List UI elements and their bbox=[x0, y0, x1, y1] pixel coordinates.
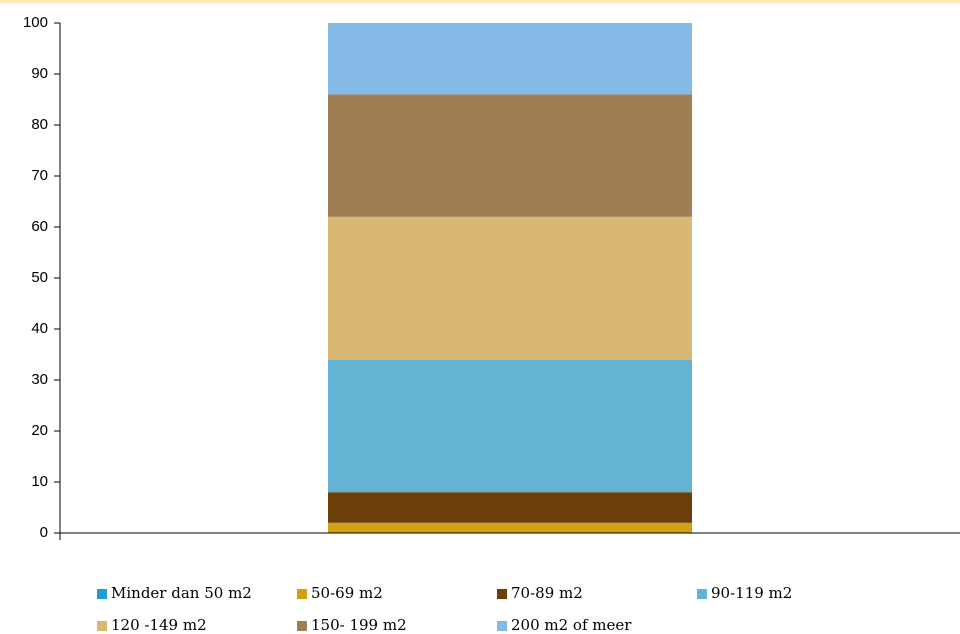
legend-swatch bbox=[97, 621, 107, 631]
legend-swatch bbox=[97, 589, 107, 599]
y-tick-label: 30 bbox=[31, 371, 48, 388]
bar-segment bbox=[328, 216, 692, 360]
legend-label: 90-119 m2 bbox=[711, 584, 792, 602]
legend-label: 50-69 m2 bbox=[311, 584, 383, 602]
y-tick-label: 0 bbox=[40, 524, 48, 541]
bar-segment bbox=[328, 94, 692, 217]
bar-segment bbox=[328, 522, 692, 533]
legend-swatch bbox=[497, 589, 507, 599]
y-tick-label: 80 bbox=[31, 116, 48, 133]
legend-label: 150- 199 m2 bbox=[311, 616, 407, 634]
bar-segment bbox=[328, 23, 692, 95]
legend-label: 70-89 m2 bbox=[511, 584, 583, 602]
y-tick-label: 10 bbox=[31, 473, 48, 490]
y-tick-label: 50 bbox=[31, 269, 48, 286]
legend-label: Minder dan 50 m2 bbox=[111, 584, 252, 602]
top-strip bbox=[0, 0, 960, 3]
legend-swatch bbox=[497, 621, 507, 631]
y-tick-label: 40 bbox=[31, 320, 48, 337]
bar-segment bbox=[328, 359, 692, 493]
legend-label: 200 m2 of meer bbox=[511, 616, 632, 634]
legend-label: 120 -149 m2 bbox=[111, 616, 207, 634]
y-tick-label: 90 bbox=[31, 65, 48, 82]
y-tick-label: 100 bbox=[23, 14, 48, 31]
y-tick-label: 60 bbox=[31, 218, 48, 235]
legend-swatch bbox=[697, 589, 707, 599]
y-tick-label: 70 bbox=[31, 167, 48, 184]
legend-swatch bbox=[297, 621, 307, 631]
bar-segment bbox=[328, 492, 692, 523]
y-tick-label: 20 bbox=[31, 422, 48, 439]
legend-swatch bbox=[297, 589, 307, 599]
